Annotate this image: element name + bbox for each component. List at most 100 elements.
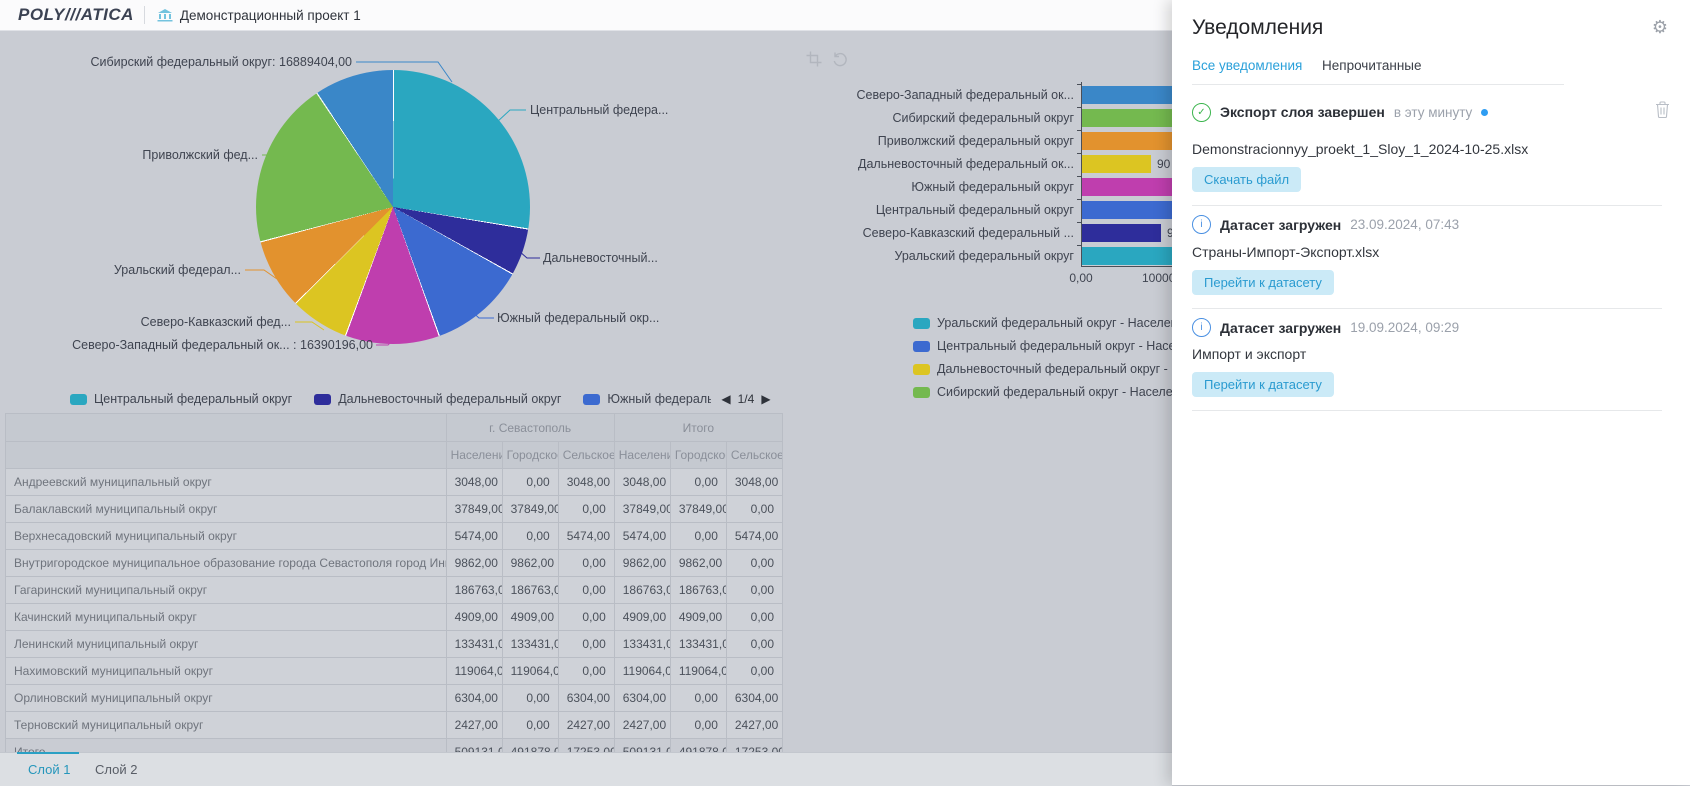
legend-next-icon[interactable]: ▶ (761, 392, 771, 406)
pie-callout-fareast: Дальневосточный... (543, 251, 658, 265)
table-group-header[interactable]: Итого (613, 413, 784, 442)
bar-category-label: Южный федеральный округ (911, 180, 1074, 194)
table-row[interactable]: Терновский муниципальный округ 2427,00 0,0… (5, 711, 784, 739)
tab-layer-1[interactable]: Слой 1 (28, 762, 71, 777)
notification-item: ✓ Экспорт слоя завершен в эту минуту (1192, 101, 1670, 123)
pie-callout-south: Южный федеральный окр... (497, 311, 660, 325)
divider (143, 6, 145, 24)
bar-category-label: Сибирский федеральный округ (892, 111, 1074, 125)
gear-icon[interactable]: ⚙ (1651, 17, 1668, 37)
legend-swatch (913, 363, 930, 375)
bar-row[interactable]: 9 (1082, 224, 1174, 242)
notifications-panel: Уведомления ⚙ Все уведомления Непрочитан… (1172, 0, 1690, 785)
legend-label: Южный федеральный (607, 392, 712, 406)
bar[interactable] (1082, 155, 1151, 173)
notification-time: 23.09.2024, 07:43 (1350, 217, 1460, 232)
table-sub-header[interactable]: Сельское (557, 441, 615, 469)
table-row[interactable]: Качинский муниципальный округ 4909,00 4909… (5, 603, 784, 631)
pie-legend: Центральный федеральный округ Дальневост… (70, 392, 771, 406)
bar-category-label: Дальневосточный федеральный ок... (858, 157, 1074, 171)
crop-icon[interactable] (806, 51, 822, 67)
pie-callout-volga: Приволжский фед... (142, 148, 258, 162)
legend-swatch (583, 393, 601, 405)
legend-swatch (913, 340, 930, 352)
legend-pager: ◀ 1/4 ▶ (721, 392, 770, 406)
tab-unread-notifications[interactable]: Непрочитанные (1322, 58, 1422, 73)
pie-callout-ural: Уральский федерал... (113, 263, 241, 277)
bar-value-label: 90 (1157, 157, 1171, 171)
legend-swatch (314, 393, 332, 405)
x-axis-tick-label: 0,00 (1069, 271, 1093, 285)
notification-time: в эту минуту (1393, 104, 1473, 120)
pie-callout-central: Центральный федера... (530, 103, 669, 117)
legend-label: Дальневосточный федеральный округ - На (937, 362, 1188, 376)
legend-swatch (913, 386, 930, 398)
table-corner-cell (5, 441, 447, 469)
reset-zoom-icon[interactable] (832, 51, 848, 67)
info-icon: i (1192, 318, 1211, 337)
legend-label: Сибирский федеральный округ - Населени (937, 385, 1187, 399)
bar-category-label: Центральный федеральный округ (875, 203, 1074, 217)
legend-item[interactable]: Центральный федеральный округ (70, 392, 292, 406)
table-row[interactable]: Внутригородское муниципальное образовани… (5, 549, 784, 577)
table-sub-header[interactable]: Население (445, 441, 503, 469)
table-row[interactable]: Гагаринский муниципальный округ186763,00… (5, 576, 784, 604)
legend-page-indicator: 1/4 (737, 392, 755, 406)
legend-label: Уральский федеральный округ - Населени (937, 316, 1185, 330)
legend-item[interactable]: Дальневосточный федеральный округ (314, 392, 561, 406)
bar-category-label: Уральский федеральный округ (894, 249, 1074, 263)
notification-title: Датасет загружен (1220, 319, 1342, 336)
table-sub-header[interactable]: Сельское (725, 441, 784, 469)
pie-callout-caucasus: Северо-Кавказский фед... (140, 315, 291, 329)
top-bar: POLY///ATICA Демонстрационный проект 1 (0, 0, 1172, 31)
table-group-header[interactable]: г. Севастополь (445, 413, 615, 442)
bar-legend-item[interactable]: Уральский федеральный округ - Населени (913, 316, 1185, 330)
bar-legend-item[interactable]: Сибирский федеральный округ - Населени (913, 385, 1187, 399)
bar-legend-item[interactable]: Дальневосточный федеральный округ - На (913, 362, 1187, 376)
bar-legend-item[interactable]: Центральный федеральный округ - Населе (913, 339, 1189, 353)
pie-callout-siberian: Сибирский федеральный округ: 16889404,00 (90, 55, 353, 69)
table-row[interactable]: Орлиновский муниципальный округ 6304,00 0,… (5, 684, 784, 712)
notification-file-name: Demonstracionnyy_proekt_1_Sloy_1_2024-10… (1192, 141, 1529, 157)
table-row[interactable]: Балаклавский муниципальный округ 37849,00… (5, 495, 784, 523)
layer-tab-bar: Слой 1 Слой 2 (0, 752, 1172, 786)
tab-all-notifications[interactable]: Все уведомления (1192, 58, 1303, 73)
legend-swatch (70, 393, 87, 405)
notification-title: Экспорт слоя завершен (1220, 104, 1385, 120)
notification-title: Датасет загружен (1220, 216, 1342, 233)
table-row[interactable]: Андреевский муниципальный округ 3048,00 0,… (5, 468, 784, 496)
table-sub-header[interactable]: Население (613, 441, 671, 469)
project-breadcrumb[interactable]: Демонстрационный проект 1 (157, 8, 361, 23)
table-sub-header[interactable]: Городское (501, 441, 559, 469)
legend-item[interactable]: Южный федеральный (583, 392, 711, 406)
panel-title: Уведомления (1192, 16, 1324, 39)
bar-category-label: Северо-Западный федеральный ок... (856, 88, 1074, 102)
y-axis-ticks (1077, 84, 1081, 268)
table-row[interactable]: Верхнесадовский муниципальный округ 5474,… (5, 522, 784, 550)
pie-chart[interactable] (256, 70, 530, 344)
project-icon (157, 8, 173, 21)
notification-file-name: Страны-Импорт-Экспорт.xlsx (1192, 244, 1380, 260)
download-file-button[interactable]: Скачать файл (1192, 167, 1302, 192)
tab-layer-2[interactable]: Слой 2 (95, 762, 138, 777)
pie-callout-northwest: Северо-Западный федеральный ок... : 1639… (72, 338, 373, 352)
notification-item: i Датасет загружен 19.09.2024, 09:29 (1192, 318, 1670, 337)
legend-prev-icon[interactable]: ◀ (721, 392, 731, 406)
divider (1192, 84, 1564, 85)
divider (1192, 410, 1662, 411)
legend-swatch (913, 317, 930, 329)
trash-icon[interactable] (1655, 101, 1670, 123)
bar[interactable] (1082, 224, 1161, 242)
legend-label: Центральный федеральный округ - Населе (937, 339, 1190, 353)
bar-category-label: Северо-Кавказский федеральный ... (862, 226, 1074, 240)
bar-widget-toolbar (806, 51, 848, 67)
bar-category-label: Приволжский федеральный округ (877, 134, 1074, 148)
divider (1192, 205, 1662, 206)
go-to-dataset-button[interactable]: Перейти к датасету (1192, 372, 1334, 397)
table-sub-header[interactable]: Городское (669, 441, 727, 469)
table-row[interactable]: Нахимовский муниципальный округ119064,00… (5, 657, 784, 685)
app-logo[interactable]: POLY///ATICA (18, 5, 134, 24)
bar-row[interactable]: 90 (1082, 155, 1170, 173)
table-row[interactable]: Ленинский муниципальный округ133431,0013… (5, 630, 784, 658)
go-to-dataset-button[interactable]: Перейти к датасету (1192, 270, 1334, 295)
